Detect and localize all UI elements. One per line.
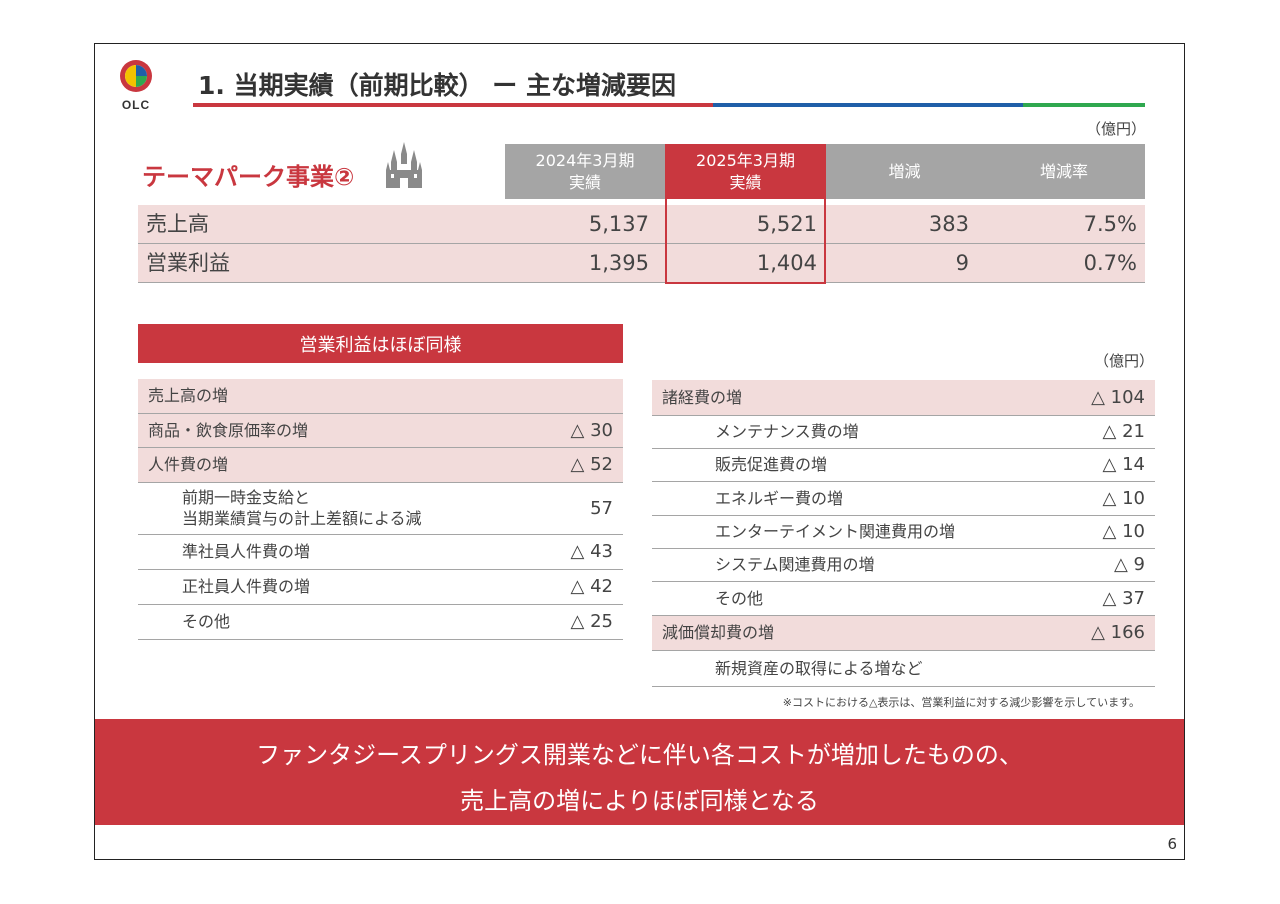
row-label: 売上高 bbox=[146, 212, 209, 236]
breakdown-label: その他 bbox=[182, 612, 231, 631]
footnote: ※コストにおける△表示は、営業利益に対する減少影響を示しています。 bbox=[782, 696, 1140, 709]
title-underline-red bbox=[193, 103, 713, 107]
col-header-rate: 増減率 bbox=[983, 144, 1145, 199]
breakdown-row: その他 △ 25 bbox=[138, 605, 623, 640]
breakdown-value: △ 30 bbox=[570, 420, 613, 441]
breakdown-label: メンテナンス費の増 bbox=[715, 422, 859, 441]
logo-text: OLC bbox=[121, 98, 151, 112]
title-underline-blue bbox=[713, 103, 1023, 107]
diff-value: 9 bbox=[955, 251, 969, 275]
breakdown-row: メンテナンス費の増 △ 21 bbox=[652, 416, 1155, 449]
col-header-curr: 2025年3月期 実績 bbox=[665, 144, 826, 199]
breakdown-value: 57 bbox=[590, 498, 613, 519]
breakdown-label: 新規資産の取得による増など bbox=[715, 659, 923, 678]
breakdown-value: △ 43 bbox=[570, 541, 613, 562]
breakdown-row: エネルギー費の増 △ 10 bbox=[652, 482, 1155, 516]
curr-value: 1,404 bbox=[756, 251, 817, 275]
breakdown-value: △ 10 bbox=[1102, 488, 1145, 509]
breakdown-value: △ 21 bbox=[1102, 421, 1145, 442]
rate-value: 0.7% bbox=[1083, 251, 1137, 275]
breakdown-row: 正社員人件費の増 △ 42 bbox=[138, 570, 623, 605]
breakdown-value: △ 25 bbox=[570, 611, 613, 632]
rate-value: 7.5% bbox=[1083, 212, 1137, 236]
left-table-title: 営業利益はほぼ同様 bbox=[138, 324, 623, 363]
breakdown-value: △ 42 bbox=[570, 576, 613, 597]
segment-title: テーマパーク事業② bbox=[142, 163, 355, 191]
breakdown-label: 売上高の増 bbox=[148, 386, 229, 405]
col-header-prev: 2024年3月期 実績 bbox=[505, 144, 665, 199]
col-header-diff: 増減 bbox=[826, 144, 983, 199]
breakdown-value: △ 166 bbox=[1091, 622, 1145, 643]
breakdown-row: 減価償却費の増 △ 166 bbox=[652, 616, 1155, 651]
breakdown-row: 商品・飲食原価率の増 △ 30 bbox=[138, 414, 623, 448]
summary-row-sales: 売上高 5,137 5,521 383 7.5% bbox=[138, 205, 1145, 244]
diff-value: 383 bbox=[928, 212, 969, 236]
breakdown-row: 販売促進費の増 △ 14 bbox=[652, 449, 1155, 482]
breakdown-row: 準社員人件費の増 △ 43 bbox=[138, 535, 623, 570]
breakdown-label: 諸経費の増 bbox=[662, 388, 743, 407]
title-underline-green bbox=[1023, 103, 1145, 107]
breakdown-value: △ 9 bbox=[1113, 554, 1145, 575]
conclusion-banner: ファンタジースプリングス開業などに伴い各コストが増加したものの、 売上高の増によ… bbox=[95, 719, 1184, 825]
curr-value: 5,521 bbox=[756, 212, 817, 236]
breakdown-label: 減価償却費の増 bbox=[662, 623, 775, 642]
banner-line-1: ファンタジースプリングス開業などに伴い各コストが増加したものの、 bbox=[256, 741, 1023, 769]
breakdown-row: 前期一時金支給と 当期業績賞与の計上差額による減 57 bbox=[138, 483, 623, 535]
breakdown-row: 諸経費の増 △ 104 bbox=[652, 380, 1155, 416]
breakdown-row: システム関連費用の増 △ 9 bbox=[652, 549, 1155, 582]
breakdown-label: エンターテイメント関連費用の増 bbox=[715, 522, 956, 541]
page-number: 6 bbox=[1167, 835, 1177, 853]
breakdown-label: 販売促進費の増 bbox=[715, 455, 828, 474]
breakdown-value: △ 52 bbox=[570, 454, 613, 475]
summary-unit: （億円） bbox=[1085, 120, 1146, 138]
slide: OLC 1. 当期実績（前期比較） ー 主な増減要因 （億円） テーマパーク事業… bbox=[94, 43, 1185, 860]
breakdown-label: 人件費の増 bbox=[148, 455, 229, 474]
company-logo: OLC bbox=[112, 58, 160, 118]
breakdown-label: 商品・飲食原価率の増 bbox=[148, 421, 309, 440]
breakdown-row: 新規資産の取得による増など bbox=[652, 651, 1155, 687]
banner-line-2: 売上高の増によりほぼ同様となる bbox=[460, 787, 819, 815]
page-title: 1. 当期実績（前期比較） ー 主な増減要因 bbox=[198, 71, 677, 100]
row-label: 営業利益 bbox=[146, 251, 230, 275]
breakdown-label: エネルギー費の増 bbox=[715, 489, 844, 508]
prev-value: 5,137 bbox=[588, 212, 649, 236]
summary-row-operating-profit: 営業利益 1,395 1,404 9 0.7% bbox=[138, 244, 1145, 283]
breakdown-row: その他 △ 37 bbox=[652, 582, 1155, 616]
breakdown-row: エンターテイメント関連費用の増 △ 10 bbox=[652, 516, 1155, 549]
current-period-highlight bbox=[665, 144, 826, 284]
breakdown-label: システム関連費用の増 bbox=[715, 555, 875, 574]
breakdown-value: △ 37 bbox=[1102, 588, 1145, 609]
right-table-unit: （億円） bbox=[1093, 352, 1154, 370]
breakdown-label: その他 bbox=[715, 589, 764, 608]
prev-value: 1,395 bbox=[588, 251, 649, 275]
breakdown-value: △ 10 bbox=[1102, 521, 1145, 542]
breakdown-row: 売上高の増 bbox=[138, 379, 623, 414]
breakdown-value: △ 104 bbox=[1091, 387, 1145, 408]
breakdown-label: 準社員人件費の増 bbox=[182, 542, 311, 561]
breakdown-value: △ 14 bbox=[1102, 454, 1145, 475]
castle-icon bbox=[386, 142, 422, 188]
breakdown-row: 人件費の増 △ 52 bbox=[138, 448, 623, 483]
breakdown-label: 前期一時金支給と 当期業績賞与の計上差額による減 bbox=[182, 488, 422, 528]
logo-mark-icon bbox=[120, 60, 152, 92]
breakdown-label: 正社員人件費の増 bbox=[182, 577, 311, 596]
